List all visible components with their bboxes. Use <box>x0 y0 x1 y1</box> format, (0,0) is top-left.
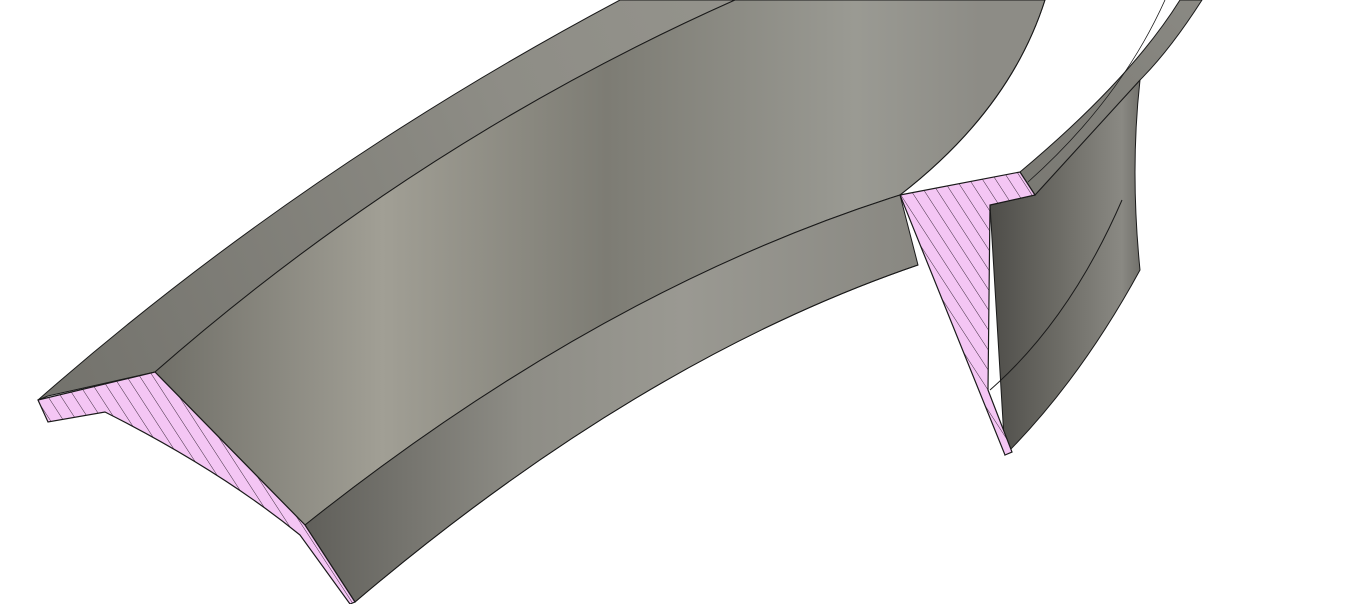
right-wall-lower-band-edge <box>989 199 1123 391</box>
left-section-face <box>37 371 356 604</box>
right-section-face <box>899 171 1036 456</box>
right-flange-edge <box>1027 0 1166 183</box>
inner-surface-seam <box>899 0 1046 196</box>
right-outer-wall <box>989 78 1141 457</box>
lower-rim-bottom-edge <box>354 264 919 603</box>
